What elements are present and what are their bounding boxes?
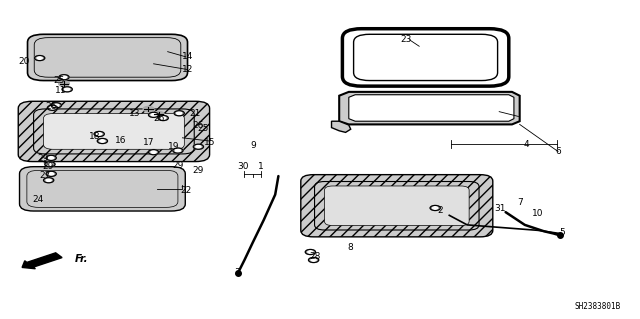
Circle shape [50,107,55,109]
Text: 16: 16 [115,137,126,145]
Circle shape [49,173,54,175]
Circle shape [175,149,180,152]
Circle shape [59,81,69,86]
Circle shape [46,155,56,160]
Text: 21: 21 [189,109,201,118]
Circle shape [305,249,316,255]
Circle shape [35,56,45,61]
Text: 26: 26 [45,102,57,111]
Polygon shape [332,121,351,132]
Circle shape [308,251,313,253]
Text: 4: 4 [524,140,529,149]
Text: 30: 30 [237,162,249,171]
Circle shape [59,75,69,80]
Circle shape [161,117,166,119]
Text: 3: 3 [234,268,239,277]
Circle shape [97,133,102,135]
Circle shape [94,131,104,137]
Text: 24: 24 [33,195,44,204]
Circle shape [308,257,319,263]
Text: 25: 25 [54,76,65,85]
Text: 14: 14 [182,52,193,61]
Circle shape [433,207,438,209]
FancyBboxPatch shape [28,34,188,81]
Circle shape [196,145,201,148]
Text: 22: 22 [180,186,191,195]
Circle shape [173,148,183,153]
Circle shape [177,112,182,115]
Circle shape [49,157,54,159]
FancyBboxPatch shape [44,114,184,149]
Circle shape [65,88,70,91]
Text: 17: 17 [143,138,154,147]
Circle shape [158,115,168,121]
Text: 31: 31 [495,204,506,213]
Circle shape [174,111,184,116]
Text: 15: 15 [204,138,216,147]
Circle shape [100,140,105,142]
Text: 20: 20 [19,57,30,66]
FancyBboxPatch shape [324,186,469,226]
Text: 27: 27 [39,171,51,180]
Text: 23: 23 [401,35,412,44]
Text: 18: 18 [89,132,100,141]
Circle shape [193,144,204,149]
Text: 13: 13 [129,109,140,118]
Text: 1: 1 [259,162,264,171]
Text: 28: 28 [309,252,321,261]
FancyBboxPatch shape [301,175,493,237]
Text: 11: 11 [55,86,67,95]
Circle shape [430,205,440,211]
Text: 10: 10 [532,209,543,218]
Text: 2: 2 [438,206,443,215]
FancyBboxPatch shape [20,167,186,211]
Text: 6: 6 [556,147,561,156]
Text: 25: 25 [198,124,209,133]
Text: 5: 5 [559,228,564,237]
Circle shape [62,87,72,92]
Circle shape [47,163,52,166]
Circle shape [311,259,316,261]
Circle shape [148,112,159,117]
Text: 9: 9 [250,141,255,150]
FancyBboxPatch shape [18,101,209,162]
Text: Fr.: Fr. [75,254,88,264]
Circle shape [46,171,56,176]
Text: 26: 26 [193,121,204,130]
Text: 12: 12 [182,65,193,74]
Polygon shape [339,92,520,124]
Text: SH2383801B: SH2383801B [575,302,621,311]
Text: 26: 26 [153,114,164,122]
Circle shape [97,138,108,144]
Circle shape [37,57,42,59]
Circle shape [151,151,156,153]
Text: 19: 19 [168,142,180,151]
Text: 29: 29 [38,154,49,163]
Polygon shape [349,95,514,121]
Circle shape [151,114,156,116]
Circle shape [154,112,164,117]
Text: 29: 29 [42,162,54,171]
Circle shape [148,150,159,155]
Circle shape [54,104,59,107]
Text: 7: 7 [517,198,522,207]
Circle shape [44,178,54,183]
Circle shape [46,179,51,182]
FancyArrow shape [22,253,62,269]
Text: 29: 29 [172,161,184,170]
Circle shape [45,162,55,167]
Circle shape [51,103,61,108]
Circle shape [61,76,67,78]
Text: 29: 29 [193,166,204,175]
Circle shape [143,107,154,112]
Text: 8: 8 [348,243,353,252]
Circle shape [47,105,58,110]
